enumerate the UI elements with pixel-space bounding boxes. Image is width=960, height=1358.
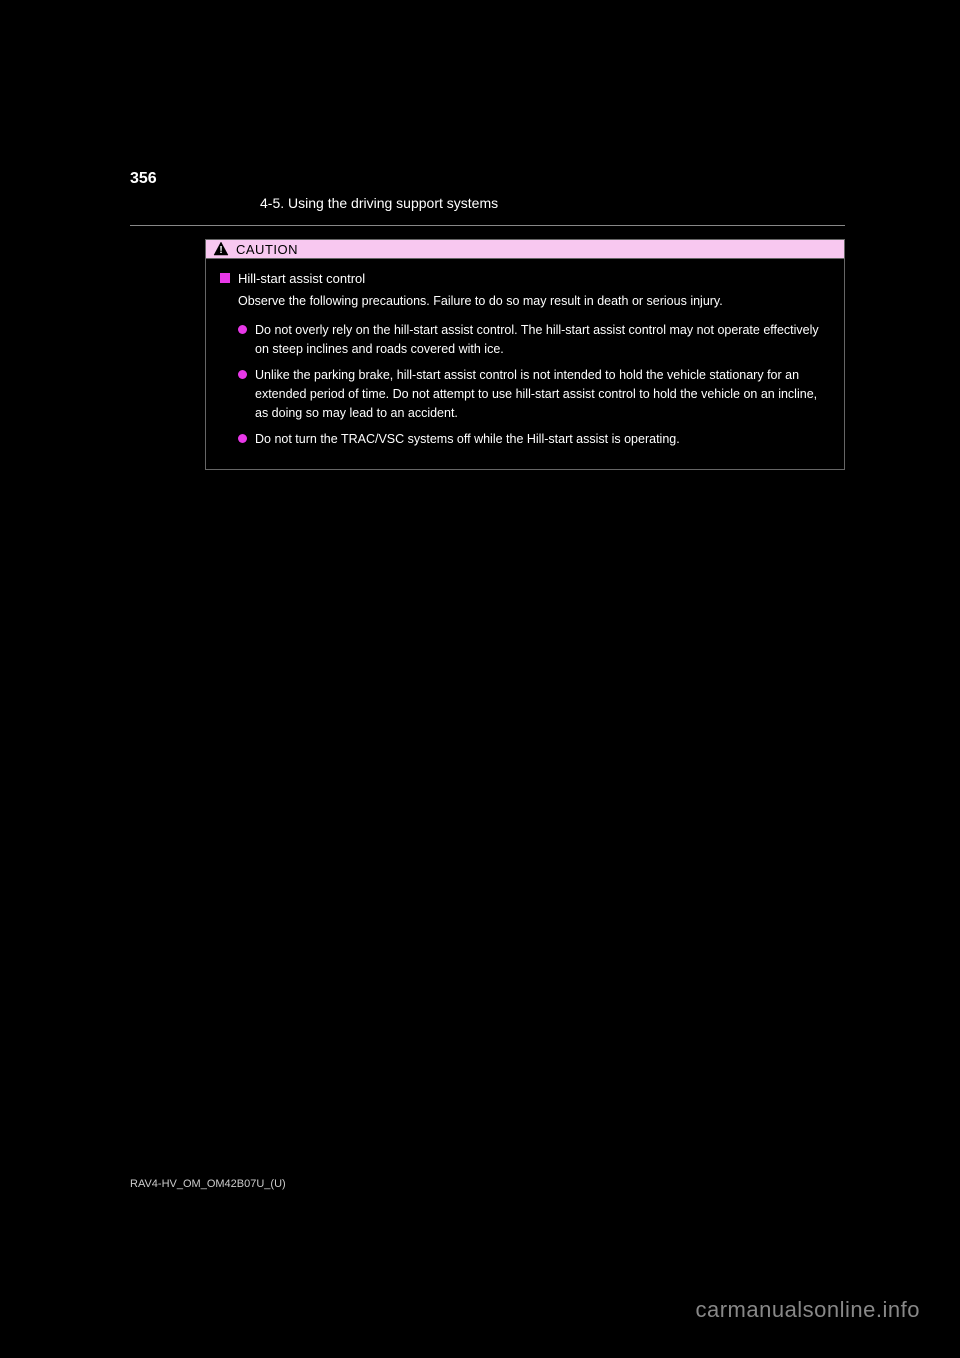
bullet-text: Do not turn the TRAC/VSC systems off whi… (255, 430, 830, 449)
bullet-text: Do not overly rely on the hill-start ass… (255, 321, 830, 360)
caution-content-box: Hill-start assist control Observe the fo… (205, 259, 845, 470)
square-bullet-icon (220, 273, 230, 283)
svg-text:!: ! (219, 245, 222, 256)
caution-label: CAUTION (236, 242, 298, 257)
caution-banner: ! CAUTION (205, 239, 845, 259)
round-bullet-icon (238, 434, 247, 443)
warning-triangle-icon: ! (212, 240, 230, 258)
bullet-item: Do not overly rely on the hill-start ass… (238, 321, 830, 360)
watermark: carmanualsonline.info (695, 1297, 920, 1323)
bullet-text: Unlike the parking brake, hill-start ass… (255, 366, 830, 424)
content-title-row: Hill-start assist control (220, 271, 830, 286)
round-bullet-icon (238, 370, 247, 379)
intro-text: Observe the following precautions. Failu… (238, 292, 830, 311)
content-title: Hill-start assist control (238, 271, 365, 286)
page-number: 356 (130, 170, 157, 188)
round-bullet-icon (238, 325, 247, 334)
footer-doc-id: RAV4-HV_OM_OM42B07U_(U) (130, 1178, 286, 1190)
bullet-item: Do not turn the TRAC/VSC systems off whi… (238, 430, 830, 449)
header-divider (130, 225, 845, 226)
bullet-item: Unlike the parking brake, hill-start ass… (238, 366, 830, 424)
section-header: 4-5. Using the driving support systems (260, 195, 498, 211)
